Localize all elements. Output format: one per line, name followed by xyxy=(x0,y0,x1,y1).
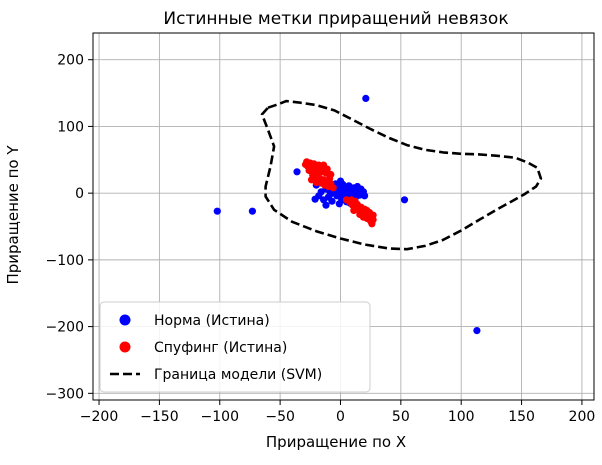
data-point-spoofing xyxy=(356,210,364,219)
data-point-normal xyxy=(328,197,336,205)
data-point-spoofing xyxy=(347,196,355,204)
data-point-normal xyxy=(213,207,221,215)
x-axis-label: Приращение по X xyxy=(266,433,406,451)
data-point-normal xyxy=(322,201,330,209)
plot-area-frame xyxy=(92,32,595,401)
data-point-normal xyxy=(335,200,343,208)
x-tick-label: −100 xyxy=(201,409,239,425)
data-point-spoofing xyxy=(323,165,331,173)
legend-entry-label: Норма (Истина) xyxy=(154,313,270,329)
legend-swatch-normal xyxy=(119,314,131,326)
y-tick-label: −200 xyxy=(46,320,84,336)
data-point-normal xyxy=(248,207,256,215)
y-tick-label: 100 xyxy=(57,119,84,135)
x-tick-label: −150 xyxy=(140,409,178,425)
x-tick-label: −200 xyxy=(80,409,118,425)
x-tick-label: 0 xyxy=(336,409,345,425)
data-point-spoofing xyxy=(301,160,310,169)
data-point-normal xyxy=(320,196,328,204)
data-point-spoofing xyxy=(369,211,377,219)
data-point-normal xyxy=(336,177,345,185)
data-point-spoofing xyxy=(327,170,335,179)
legend-entry-label: Граница модели (SVM) xyxy=(154,367,322,383)
data-point-normal xyxy=(347,188,355,197)
x-tick-label: 200 xyxy=(569,409,596,425)
legend-box xyxy=(99,301,371,393)
data-point-normal xyxy=(311,195,319,203)
data-point-normal xyxy=(400,196,409,204)
data-point-normal xyxy=(361,192,369,200)
data-point-spoofing xyxy=(329,184,337,192)
y-tick-label: −300 xyxy=(46,386,84,402)
x-tick-label: −50 xyxy=(265,409,295,425)
x-tick-label: 50 xyxy=(392,409,410,425)
y-tick-label: 200 xyxy=(57,53,84,69)
y-axis-label: Приращение по Y xyxy=(4,145,22,285)
data-point-spoofing xyxy=(368,220,376,228)
x-tick-label: 150 xyxy=(508,409,535,425)
data-point-normal xyxy=(362,94,370,102)
data-point-normal xyxy=(473,327,481,335)
svm-boundary-line xyxy=(260,99,543,251)
data-point-normal xyxy=(293,168,301,176)
legend-swatch-spoofing xyxy=(119,341,131,353)
y-tick-label: 0 xyxy=(75,186,84,202)
chart-title: Истинные метки приращений невязок xyxy=(163,9,508,29)
data-point-spoofing xyxy=(350,206,358,215)
y-tick-label: −100 xyxy=(46,253,84,269)
x-tick-label: 100 xyxy=(448,409,475,425)
legend-entry-label: Спуфинг (Истина) xyxy=(154,340,287,356)
data-point-spoofing xyxy=(307,176,316,184)
